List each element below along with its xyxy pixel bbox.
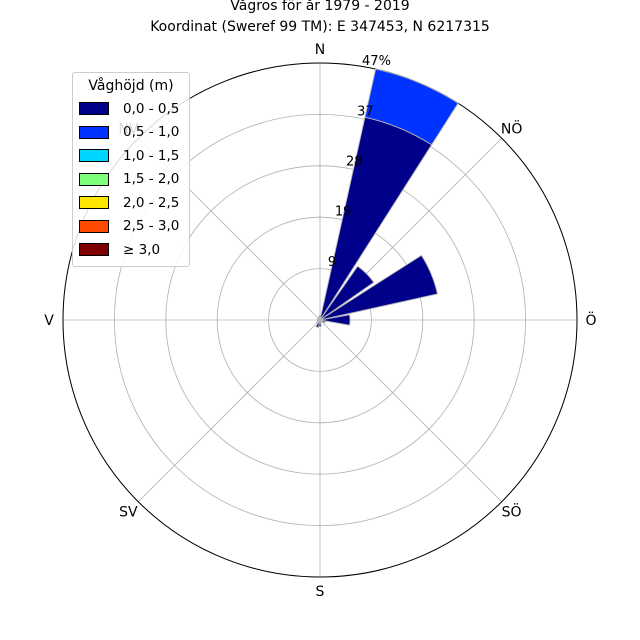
ring-gridline <box>268 268 372 372</box>
legend-swatch <box>79 172 109 186</box>
legend-swatch <box>79 125 109 139</box>
direction-label: N <box>315 42 325 58</box>
radial-tick-label: 28 <box>346 155 363 170</box>
rose-bar <box>364 68 459 146</box>
spoke-gridline <box>319 319 503 503</box>
legend-item: ≥ 3,0 <box>79 238 183 262</box>
legend-item: 1,5 - 2,0 <box>79 168 183 192</box>
polar-frame <box>62 62 578 578</box>
ring-gridline <box>165 165 475 475</box>
direction-label: Ö <box>585 311 596 329</box>
rose-bar <box>317 316 321 321</box>
legend-items: 0,0 - 0,5 0,5 - 1,0 1,0 - 1,5 1,5 - 2,0 2,0 … <box>79 97 183 262</box>
direction-label: NÖ <box>501 119 523 137</box>
legend-label: ≥ 3,0 <box>123 241 161 258</box>
radial-tick-label: 37 <box>357 104 374 119</box>
legend-label: 0,5 - 1,0 <box>123 124 180 141</box>
legend-swatch <box>79 243 109 257</box>
legend: Våghöjd (m) 0,0 - 0,5 0,5 - 1,0 1,0 - 1,5 1… <box>72 72 190 267</box>
legend-swatch <box>79 219 109 233</box>
legend-item: 2,5 - 3,0 <box>79 215 183 239</box>
legend-item: 2,0 - 2,5 <box>79 191 183 215</box>
legend-label: 2,5 - 3,0 <box>123 218 180 235</box>
spoke-gridline <box>137 319 321 503</box>
legend-label: 1,5 - 2,0 <box>123 171 180 188</box>
legend-swatch <box>79 149 109 163</box>
legend-label: 0,0 - 0,5 <box>123 100 180 117</box>
legend-item: 0,0 - 0,5 <box>79 97 183 121</box>
chart-subtitle: Koordinat (Sweref 99 TM): E 347453, N 62… <box>150 19 490 35</box>
rose-bar <box>319 314 351 326</box>
legend-swatch <box>79 102 109 116</box>
radial-tick-label: 19 <box>335 205 352 220</box>
legend-label: 1,0 - 1,5 <box>123 147 180 164</box>
direction-label: S <box>316 584 325 600</box>
legend-item: 0,5 - 1,0 <box>79 121 183 145</box>
rose-bar <box>319 265 375 321</box>
direction-label: SÖ <box>502 503 522 521</box>
legend-title: Våghöjd (m) <box>88 78 174 94</box>
legend-label: 2,0 - 2,5 <box>123 194 180 211</box>
legend-swatch <box>79 196 109 210</box>
radial-tick-label: 9 <box>328 255 336 270</box>
direction-label: SV <box>119 505 138 521</box>
ring-gridline <box>113 113 527 527</box>
direction-label: V <box>44 313 54 329</box>
chart-title: Vågros för år 1979 - 2019 <box>230 0 410 14</box>
rose-bar <box>319 254 438 321</box>
rose-bars <box>315 68 459 329</box>
radial-tick-label: 47% <box>362 54 391 69</box>
ring-gridline <box>216 216 424 424</box>
legend-item: 1,0 - 1,5 <box>79 144 183 168</box>
